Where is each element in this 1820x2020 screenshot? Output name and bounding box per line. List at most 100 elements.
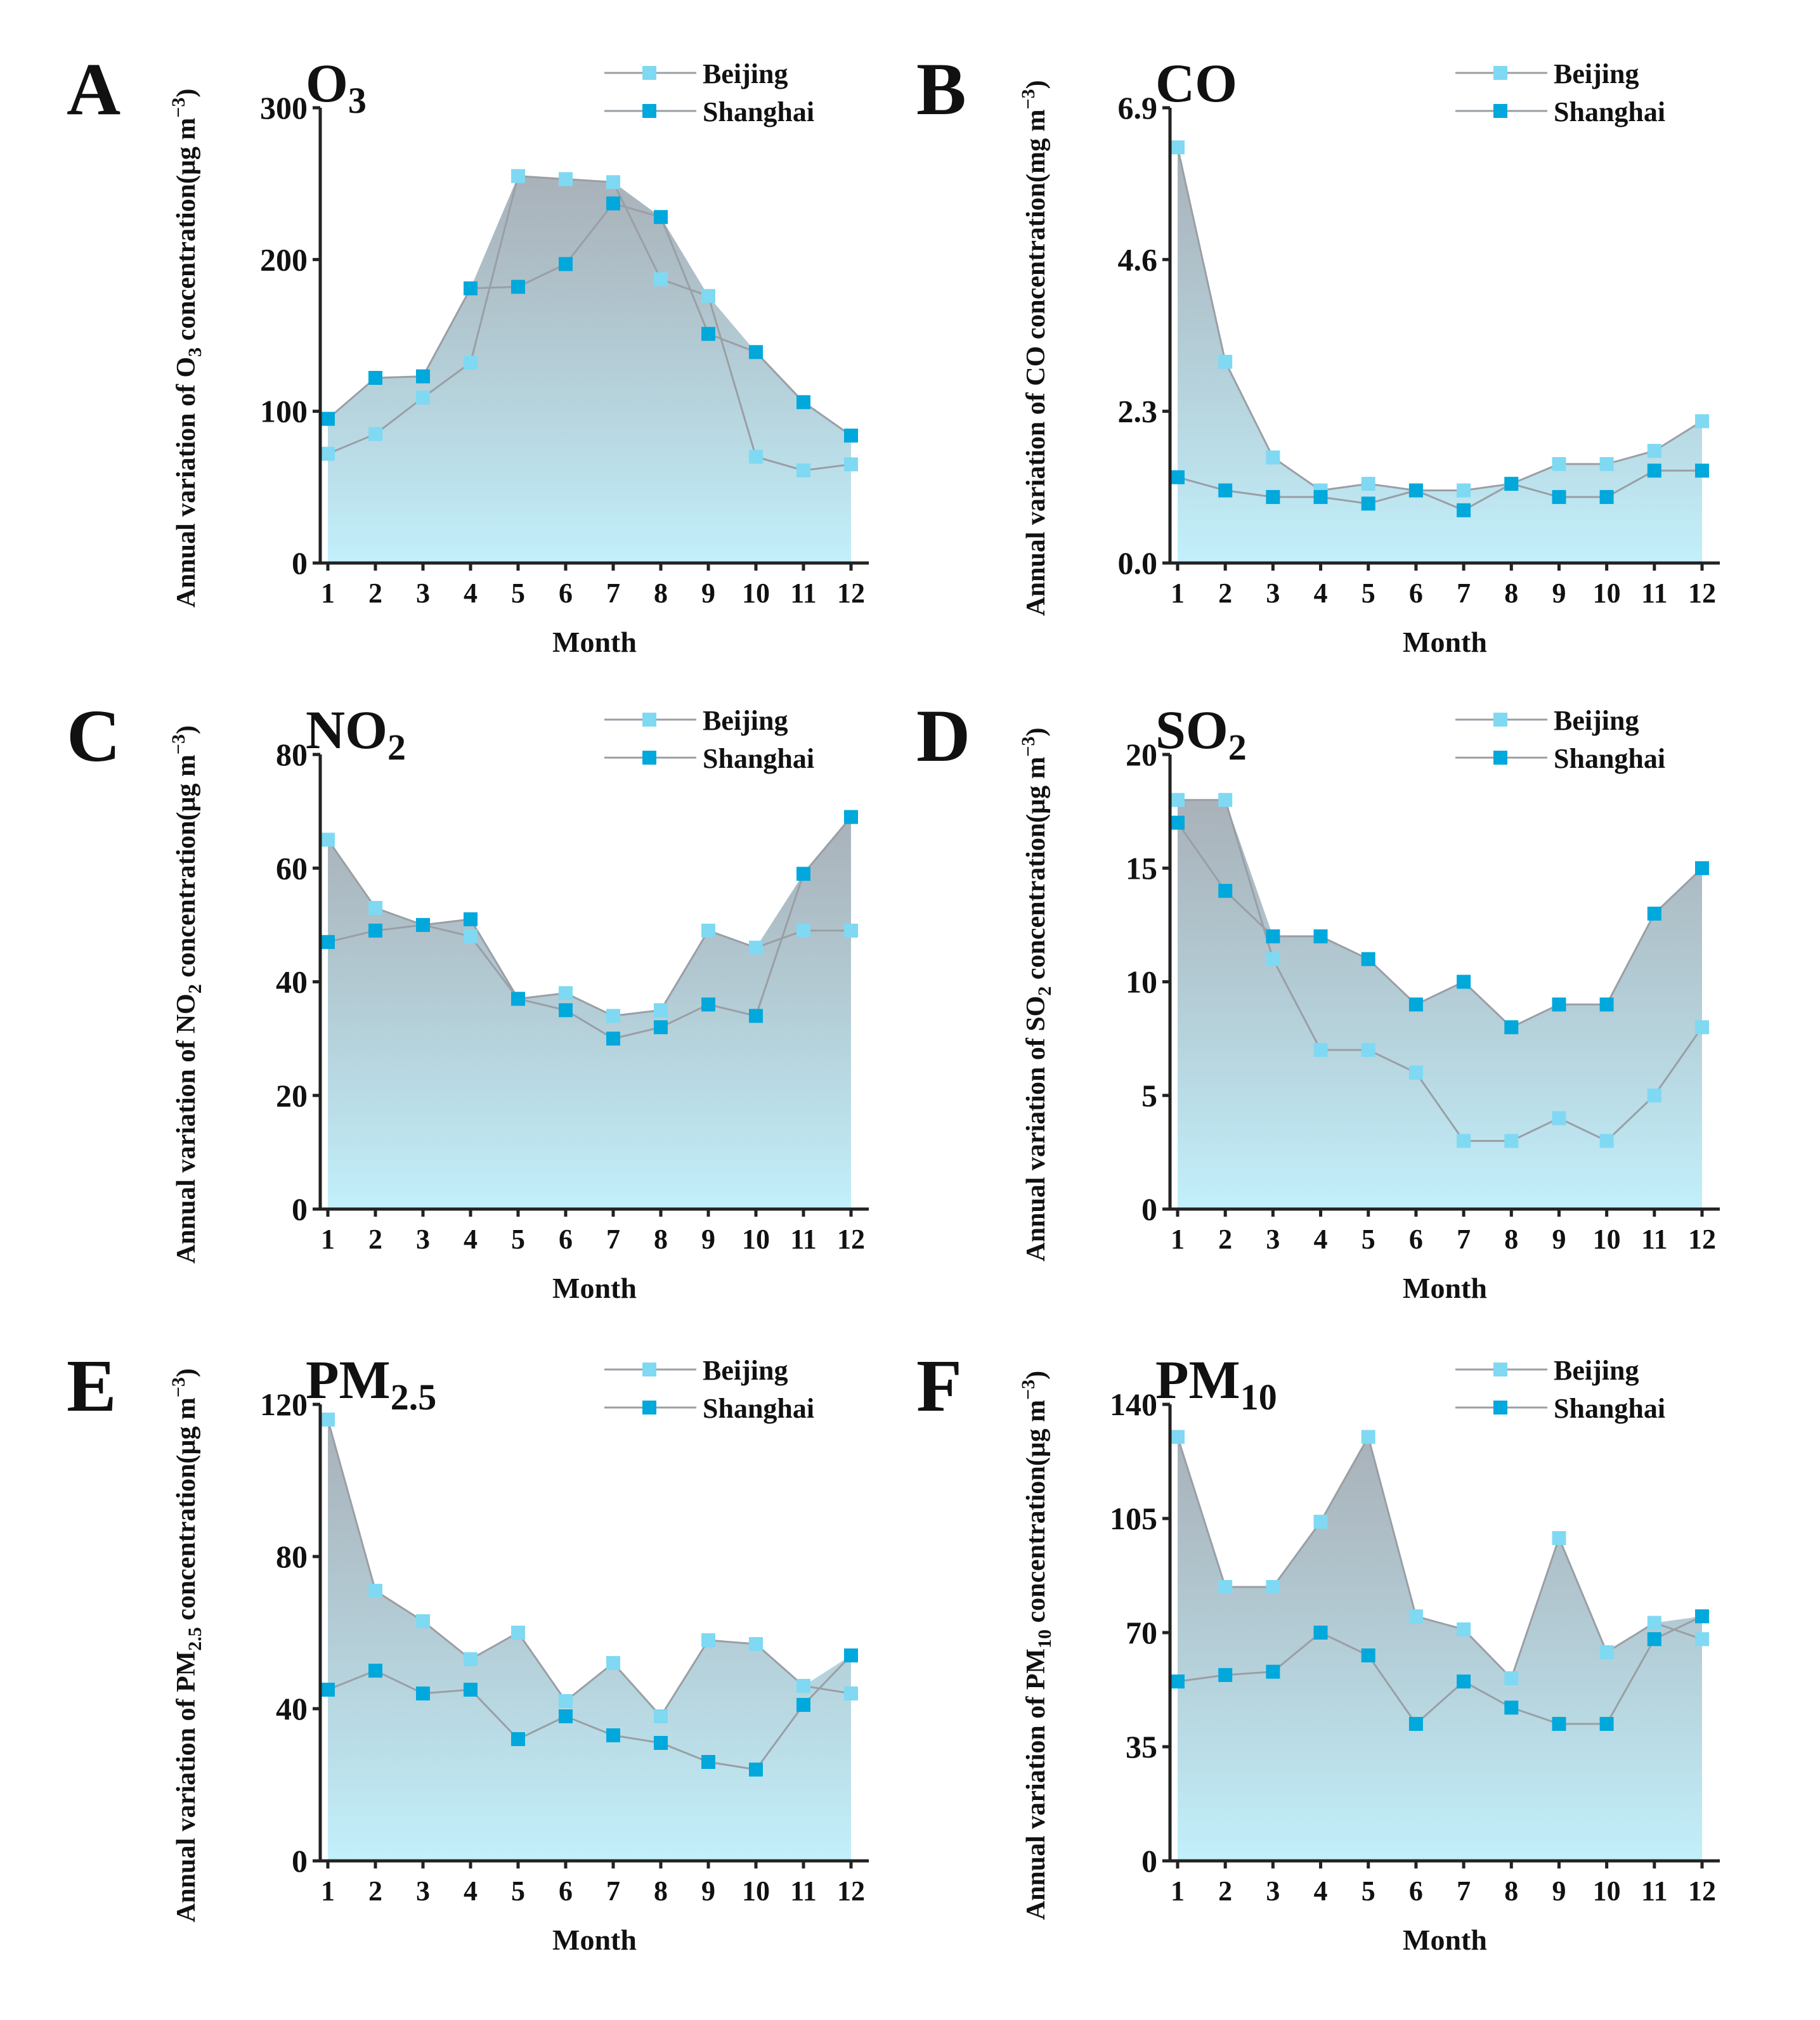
x-tick-label: 10 (1593, 1224, 1621, 1255)
x-tick-label: 4 (1314, 1224, 1328, 1255)
marker-beijing-month-6 (1408, 1609, 1423, 1624)
marker-beijing-month-9 (1552, 1111, 1566, 1125)
marker-shanghai-month-9 (1552, 997, 1566, 1012)
marker-shanghai-month-9 (701, 1755, 715, 1769)
y-tick-label: 120 (260, 1387, 308, 1422)
marker-beijing-month-7 (1457, 1622, 1471, 1636)
x-axis-title: Month (552, 1272, 637, 1304)
marker-shanghai-month-9 (1552, 489, 1566, 504)
marker-beijing-month-4 (464, 1652, 478, 1666)
x-axis-title: Month (552, 626, 637, 658)
x-tick-label: 3 (1266, 578, 1280, 609)
marker-beijing-month-12 (1695, 1632, 1709, 1647)
y-tick-label: 0 (292, 1191, 308, 1227)
x-tick-label: 9 (1552, 1875, 1566, 1907)
y-tick-label: 300 (260, 90, 308, 126)
marker-beijing-month-11 (796, 463, 810, 477)
legend-marker-shanghai (1493, 1401, 1507, 1415)
marker-shanghai-month-11 (1647, 463, 1661, 478)
series-line-beijing (1176, 1434, 1703, 1680)
x-tick-label: 1 (1171, 1224, 1185, 1255)
area-fill (1178, 147, 1702, 563)
x-tick-label: 10 (1593, 1875, 1621, 1907)
marker-shanghai-month-11 (796, 1698, 810, 1712)
y-tick-label: 0 (1141, 1843, 1157, 1879)
x-tick-label: 5 (1362, 578, 1375, 609)
legend: Beijing Shanghai (1455, 1355, 1665, 1424)
x-tick-label: 11 (1641, 578, 1668, 609)
marker-beijing-month-6 (1408, 1065, 1423, 1080)
x-tick-label: 10 (742, 578, 770, 609)
marker-beijing-month-11 (1647, 1088, 1661, 1103)
x-tick-label: 9 (1552, 1224, 1566, 1255)
marker-shanghai-month-12 (1695, 861, 1709, 876)
marker-shanghai-month-5 (1361, 496, 1375, 511)
marker-shanghai-month-6 (1408, 1717, 1423, 1731)
marker-shanghai-month-10 (749, 345, 763, 359)
legend-label-shanghai: Shanghai (1554, 96, 1665, 127)
x-tick-label: 11 (1641, 1875, 1668, 1907)
x-tick-label: 4 (464, 1224, 478, 1255)
marker-shanghai-month-1 (1171, 1674, 1185, 1689)
marker-shanghai-month-2 (368, 371, 382, 385)
marker-shanghai-month-4 (464, 1683, 478, 1697)
x-tick-label: 5 (511, 1875, 525, 1907)
legend-label-shanghai: Shanghai (703, 96, 814, 127)
marker-shanghai-month-11 (1647, 1632, 1661, 1647)
marker-beijing-month-7 (606, 1009, 620, 1023)
x-axis-title: Month (552, 1924, 637, 1956)
marker-shanghai-month-5 (1361, 952, 1375, 966)
x-tick-label: 6 (1409, 1224, 1423, 1255)
x-tick-label: 2 (368, 1224, 382, 1255)
marker-shanghai-month-11 (796, 867, 810, 881)
marker-beijing-month-3 (1266, 450, 1280, 465)
x-tick-label: 4 (464, 1875, 478, 1907)
marker-beijing-month-7 (1457, 483, 1471, 498)
x-tick-label: 5 (1362, 1875, 1375, 1907)
marker-shanghai-month-2 (1218, 483, 1233, 498)
marker-beijing-month-3 (1266, 952, 1280, 966)
series-line-beijing (1178, 799, 1703, 1143)
legend: Beijing Shanghai (604, 705, 814, 774)
y-axis-title: Annual variation of O3 concentration(μg … (168, 89, 205, 608)
legend-label-shanghai: Shanghai (703, 1393, 814, 1424)
marker-shanghai-month-12 (844, 810, 858, 824)
x-tick-label: 5 (1362, 1224, 1375, 1255)
marker-beijing-month-5 (1361, 1043, 1375, 1057)
marker-shanghai-month-1 (1171, 470, 1185, 484)
series-line-beijing (1176, 147, 1703, 492)
legend-marker-beijing (1493, 713, 1507, 727)
marker-shanghai-month-2 (368, 1664, 382, 1678)
marker-beijing-month-7 (606, 1656, 620, 1670)
legend-marker-shanghai (1493, 104, 1507, 118)
x-tick-label: 3 (1266, 1875, 1280, 1907)
y-tick-label: 100 (260, 394, 308, 429)
marker-beijing-month-8 (1504, 1671, 1519, 1685)
marker-shanghai-month-6 (559, 1003, 573, 1018)
marker-beijing-month-1 (321, 446, 335, 461)
legend-marker-beijing (642, 66, 656, 80)
panel-letter: B (916, 48, 966, 131)
y-tick-label: 20 (1126, 737, 1157, 772)
x-tick-label: 12 (837, 1224, 865, 1255)
marker-beijing-month-10 (749, 940, 763, 955)
marker-beijing-month-2 (1218, 1580, 1233, 1594)
x-tick-label: 1 (321, 578, 335, 609)
y-tick-label: 0.0 (1118, 545, 1158, 581)
marker-beijing-month-8 (654, 1709, 668, 1723)
marker-beijing-month-9 (701, 923, 715, 938)
marker-shanghai-month-12 (1695, 1609, 1709, 1624)
marker-shanghai-month-2 (368, 923, 382, 938)
y-tick-label: 40 (276, 964, 308, 1000)
legend-label-beijing: Beijing (703, 705, 788, 736)
series-line-shanghai (327, 1654, 852, 1771)
x-tick-label: 6 (559, 1875, 573, 1907)
x-tick-label: 4 (1314, 1875, 1328, 1907)
marker-beijing-month-10 (1599, 1134, 1614, 1148)
y-axis-title: Annual variation of SO2 concentration(μg… (1018, 727, 1055, 1261)
y-axis-title: Annual variation of PM2.5 concentration(… (168, 1368, 205, 1922)
x-tick-label: 10 (742, 1224, 770, 1255)
